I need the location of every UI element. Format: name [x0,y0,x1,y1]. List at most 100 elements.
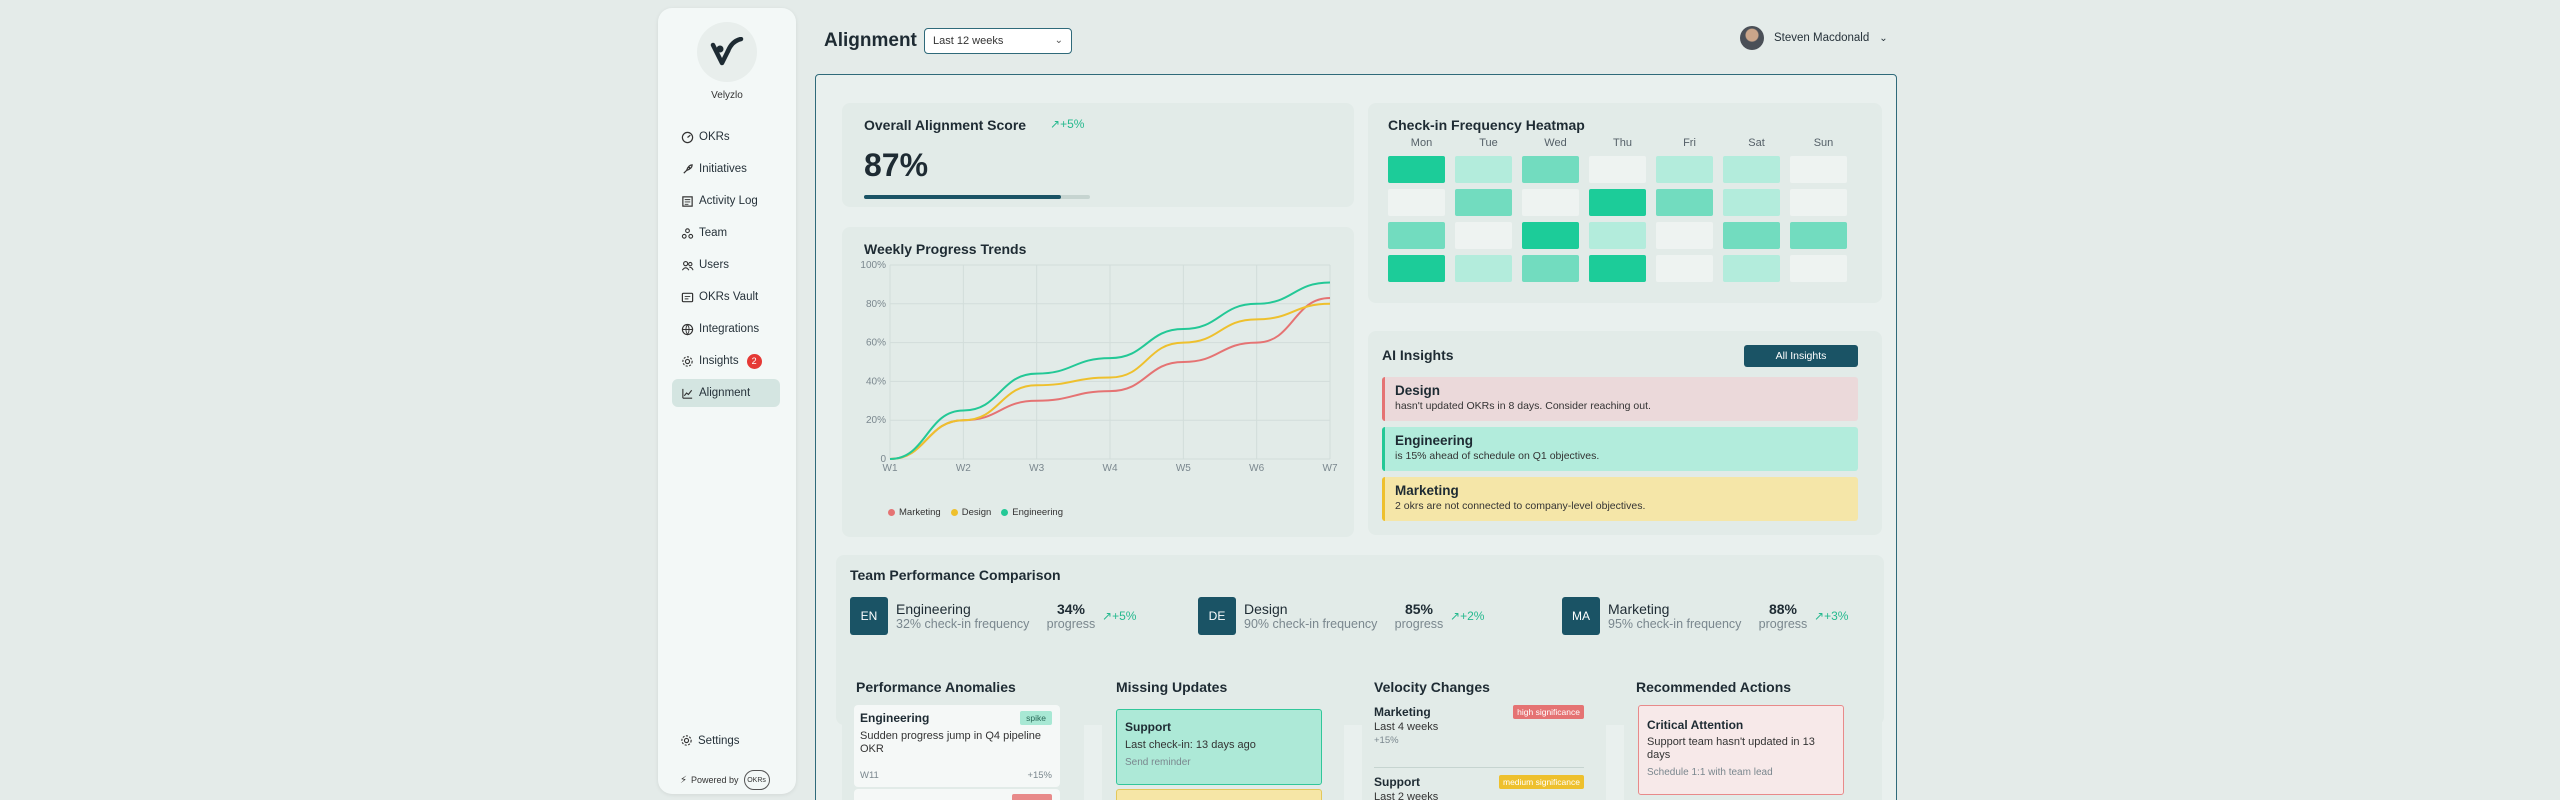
missing-update-title: Support [1125,720,1171,734]
team-row-design[interactable]: DE Design 90% check-in frequency 85% pro… [1198,597,1484,635]
x-tick-label: W4 [1103,463,1118,474]
heatmap-cell[interactable] [1455,255,1512,282]
user-menu[interactable]: Steven Macdonald ⌄ [1740,26,1888,50]
sidebar-item-integrations[interactable]: Integrations [672,315,780,343]
sidebar-item-label: Initiatives [699,163,747,175]
anomaly-item[interactable]: Engineering spike Sudden progress jump i… [854,705,1060,787]
heatmap-cell[interactable] [1388,222,1445,249]
team-frequency: 95% check-in frequency [1608,617,1742,631]
velocity-item[interactable]: Support medium significance Last 2 weeks [1374,775,1584,800]
team-row-engineering[interactable]: EN Engineering 32% check-in frequency 34… [850,597,1136,635]
insight-item[interactable]: Design hasn't updated OKRs in 8 days. Co… [1382,377,1858,421]
heatmap-cell[interactable] [1790,189,1847,216]
anomaly-change: +15% [1027,770,1052,781]
heatmap-cell[interactable] [1589,156,1646,183]
team-info: Engineering 32% check-in frequency [896,601,1044,631]
team-name: Marketing [1608,601,1670,617]
team-name: Design [1244,601,1288,617]
sidebar-item-team[interactable]: Team [672,219,780,247]
heatmap-day-label: Sun [1813,137,1834,149]
legend-item: Design [950,507,991,518]
heatmap-cell[interactable] [1522,222,1579,249]
heatmap-cell[interactable] [1589,222,1646,249]
score-progress-bar [864,195,1090,199]
heatmap-cell[interactable] [1589,189,1646,216]
all-insights-button[interactable]: All Insights [1744,345,1858,367]
y-tick-label: 20% [866,415,886,426]
missing-update-item[interactable] [1116,789,1322,800]
sidebar-item-alignment[interactable]: Alignment [672,379,780,407]
insight-item[interactable]: Engineering is 15% ahead of schedule on … [1382,427,1858,471]
ai-insights-card: AI Insights All Insights Design hasn't u… [1368,331,1882,535]
heatmap-cell[interactable] [1723,189,1780,216]
velocity-period: Last 4 weeks [1374,721,1439,733]
heatmap-cell[interactable] [1723,156,1780,183]
heatmap-cell[interactable] [1790,156,1847,183]
sidebar-item-initiatives[interactable]: Initiatives [672,155,780,183]
legend-dot [1001,509,1009,516]
performance-anomalies-card: Performance Anomalies Engineering spike … [842,665,1084,800]
sidebar-item-okrs-vault[interactable]: OKRs Vault [672,283,780,311]
team-change-value: +3% [1824,609,1849,623]
date-range-select[interactable]: Last 12 weeks ⌄ [924,28,1072,54]
heatmap-cell[interactable] [1723,222,1780,249]
heatmap-cell[interactable] [1723,255,1780,282]
team-initials-badge: DE [1198,597,1236,635]
heatmap-cell[interactable] [1589,255,1646,282]
velocity-item[interactable]: Marketing high significance Last 4 weeks… [1374,705,1584,746]
recommended-action-item[interactable]: Critical Attention Support team hasn't u… [1638,705,1844,795]
heatmap-cell[interactable] [1790,222,1847,249]
velocity-change: +15% [1374,735,1399,746]
page-title: Alignment [824,30,917,51]
card-title: Overall Alignment Score [864,117,1027,133]
x-tick-label: W6 [1249,463,1264,474]
sidebar-item-settings[interactable]: Settings [680,734,740,747]
heatmap-cell[interactable] [1455,189,1512,216]
heatmap-cell[interactable] [1455,156,1512,183]
sidebar-item-okrs[interactable]: OKRs [672,123,780,151]
team-initials-badge: EN [850,597,888,635]
card-title: Weekly Progress Trends [864,241,1027,257]
anomaly-item[interactable] [854,789,1060,800]
okrs-logo[interactable]: OKRs [743,770,770,790]
heatmap-cell[interactable] [1656,222,1713,249]
team-info: Marketing 95% check-in frequency [1608,601,1756,631]
insight-desc: is 15% ahead of schedule on Q1 objective… [1395,450,1600,462]
heatmap-cell[interactable] [1388,189,1445,216]
heatmap-cell[interactable] [1656,156,1713,183]
missing-updates-card: Missing Updates Support Last check-in: 1… [1102,665,1344,800]
powered-by-label: Powered by [691,775,739,785]
heatmap-cell[interactable] [1656,255,1713,282]
sidebar-item-users[interactable]: Users [672,251,780,279]
card-title: Check-in Frequency Heatmap [1388,117,1585,133]
insight-item[interactable]: Marketing 2 okrs are not connected to co… [1382,477,1858,521]
anomaly-desc: Sudden progress jump in Q4 pipeline OKR [860,730,1042,755]
heatmap-cell[interactable] [1388,156,1445,183]
sidebar-item-label: OKRs Vault [699,291,759,303]
team-row-marketing[interactable]: MA Marketing 95% check-in frequency 88% … [1562,597,1848,635]
alignment-panel: Overall Alignment Score ↗+5% 87% Weekly … [815,74,1897,800]
sidebar-item-activity-log[interactable]: Activity Log [672,187,780,215]
sidebar-item-insights[interactable]: Insights 2 [672,347,780,375]
heatmap-cell[interactable] [1522,156,1579,183]
sidebar-item-label: OKRs [699,131,730,143]
brand-name: Velyzlo [711,90,743,101]
heatmap-cell[interactable] [1455,222,1512,249]
heatmap-cell[interactable] [1388,255,1445,282]
velocity-period: Last 2 weeks [1374,791,1439,800]
missing-update-item[interactable]: Support Last check-in: 13 days ago Send … [1116,709,1322,785]
heatmap-cell[interactable] [1656,189,1713,216]
heatmap-cell[interactable] [1790,255,1847,282]
recommended-actions-card: Recommended Actions Critical Attention S… [1624,665,1882,800]
anomaly-week: W11 [860,770,879,781]
send-reminder-link[interactable]: Send reminder [1125,757,1191,768]
team-icon [680,226,694,240]
sidebar-item-label: Users [699,259,730,271]
brand-logo[interactable] [697,22,757,82]
insight-desc: 2 okrs are not connected to company-leve… [1395,500,1646,512]
trend-up-icon: ↗ [1102,609,1113,623]
series-line-design [889,302,1331,460]
heatmap-cell[interactable] [1522,189,1579,216]
avatar [1740,26,1764,50]
heatmap-cell[interactable] [1522,255,1579,282]
